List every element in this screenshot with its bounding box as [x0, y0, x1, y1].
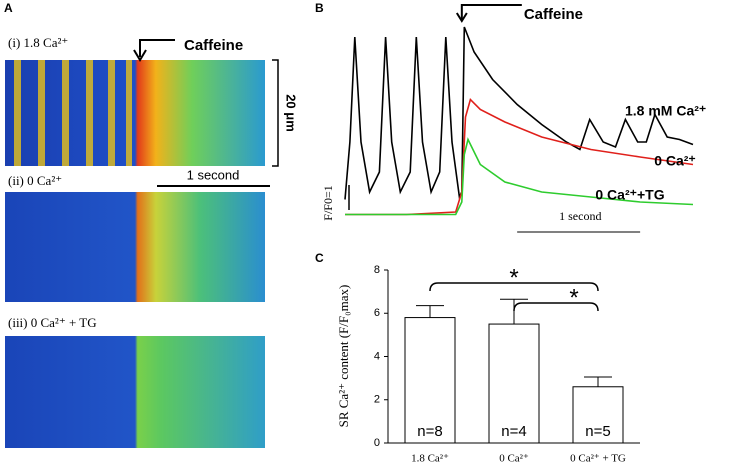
- bar: [572, 386, 624, 444]
- length-bar: [272, 59, 279, 167]
- panel-b: B 1.8 mM Ca²⁺ 0 Ca²⁺ 0 Ca²⁺+TG Caffeine 1 sec…: [315, 1, 706, 233]
- caffeine-arrow: [460, 4, 522, 20]
- row-title: (ii) 0 Ca²⁺: [8, 173, 62, 188]
- panel-a: A (i) 1.8 Ca²⁺ (ii) 0 Ca²⁺ (iii) 0 Ca²⁺ …: [4, 1, 299, 448]
- arrow-head: [455, 12, 468, 23]
- series-label: 1.8 mM Ca²⁺: [625, 103, 706, 119]
- linescan-image: [5, 60, 265, 166]
- row-title: (i) 1.8 Ca²⁺: [8, 35, 68, 50]
- caffeine-label: Caffeine: [524, 6, 583, 23]
- x-tick-label: 1.8 Ca²⁺: [411, 453, 449, 465]
- y-tick-label: 2: [374, 394, 380, 406]
- y-tick-label: 6: [374, 307, 380, 319]
- trace: [345, 97, 694, 216]
- series-label: 0 Ca²⁺+TG: [595, 187, 664, 203]
- n-label: n=4: [501, 423, 526, 440]
- significance-bracket: [429, 282, 599, 292]
- bar: [488, 323, 540, 444]
- y-tick-label: 0: [374, 437, 380, 449]
- panel-label: C: [315, 251, 324, 265]
- panel-c: C 0 2 4 6 8 SR Ca²⁺ content (F/F₀max) n=8 1.8 Ca…: [315, 251, 640, 465]
- n-label: n=8: [417, 423, 442, 440]
- row-title: (iii) 0 Ca²⁺ + TG: [8, 315, 97, 330]
- time-label: 1 second: [187, 167, 240, 182]
- linescan-image: [5, 336, 265, 448]
- y-axis-label: SR Ca²⁺ content (F/F₀max): [336, 285, 351, 428]
- series-label: 0 Ca²⁺: [654, 153, 696, 169]
- significance-label: *: [569, 284, 578, 311]
- y-tick-label: 8: [374, 264, 380, 276]
- x-tick-label: 0 Ca²⁺ + TG: [570, 453, 626, 465]
- caffeine-label: Caffeine: [184, 37, 243, 54]
- spark-stripes: [14, 60, 132, 166]
- significance-label: *: [509, 264, 518, 291]
- n-label: n=5: [585, 423, 610, 440]
- trace: [345, 137, 694, 216]
- caffeine-arrow: [139, 39, 175, 57]
- x-tick-label: 0 Ca²⁺: [499, 453, 529, 465]
- y-tick-label: 4: [374, 350, 380, 362]
- length-label: 20 μm: [284, 94, 299, 132]
- x-scale-label: 1 second: [559, 209, 601, 223]
- panel-label: B: [315, 1, 324, 15]
- significance-bracket: [513, 302, 599, 312]
- linescan-image: [5, 192, 265, 302]
- bar: [404, 317, 456, 444]
- panel-label: A: [4, 1, 13, 15]
- y-scale-label: F/F0=1: [321, 185, 335, 220]
